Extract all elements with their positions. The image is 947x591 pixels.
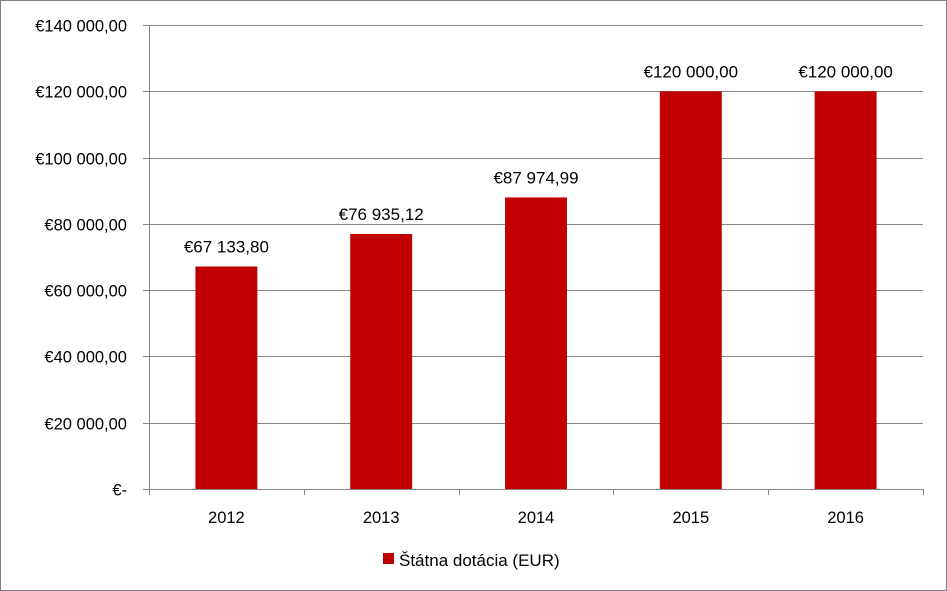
data-label-2015: €120 000,00 <box>644 62 739 81</box>
y-tick-label: €- <box>112 482 127 500</box>
data-label-2014: €87 974,99 <box>493 168 578 187</box>
bar-2012 <box>195 266 258 489</box>
y-tick-label: €60 000,00 <box>44 283 127 301</box>
legend-swatch <box>383 553 394 564</box>
x-tick-label-2016: 2016 <box>827 509 864 527</box>
data-label-2013: €76 935,12 <box>339 205 424 224</box>
x-tick-label-2012: 2012 <box>208 509 245 527</box>
y-tick-label: €20 000,00 <box>44 416 127 434</box>
x-tick-label-2013: 2013 <box>363 509 400 527</box>
bar-2014 <box>505 197 567 489</box>
y-tick-label: €120 000,00 <box>35 84 127 102</box>
bar-2015 <box>659 91 722 490</box>
bar-2016 <box>814 91 877 490</box>
x-tick-label-2014: 2014 <box>518 509 555 527</box>
x-axis-tick-labels: 2012 2013 2014 2015 2016 <box>208 509 864 527</box>
x-tick-label-2015: 2015 <box>672 509 709 527</box>
y-axis-tick-labels: €- €20 000,00 €40 000,00 €60 000,00 €80 000,… <box>35 18 127 500</box>
bars <box>195 91 877 490</box>
axes <box>143 25 924 495</box>
data-labels: €67 133,80 €76 935,12 €87 974,99 €120 000,0… <box>184 62 893 256</box>
data-label-2016: €120 000,00 <box>798 62 893 81</box>
bar-2013 <box>350 234 413 489</box>
legend-label: Štátna dotácia (EUR) <box>399 551 560 570</box>
legend: Štátna dotácia (EUR) <box>383 551 560 570</box>
y-tick-label: €100 000,00 <box>35 151 127 169</box>
data-label-2012: €67 133,80 <box>184 237 269 256</box>
y-tick-label: €140 000,00 <box>35 18 127 36</box>
y-tick-label: €40 000,00 <box>44 349 127 367</box>
y-tick-label: €80 000,00 <box>44 217 127 235</box>
